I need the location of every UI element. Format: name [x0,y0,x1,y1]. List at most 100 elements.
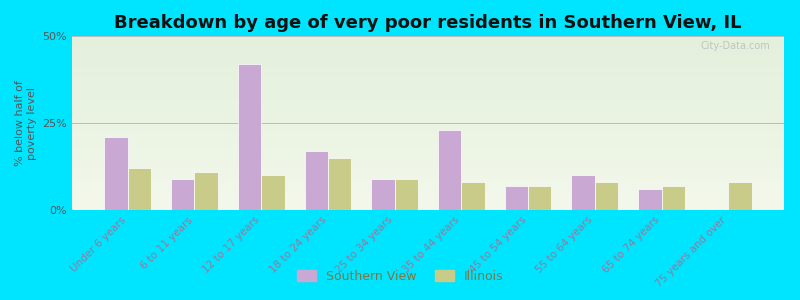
Bar [72,66,784,67]
Bar [72,36,784,38]
Bar [72,80,784,81]
Bar [72,111,784,112]
Bar [261,175,285,210]
Bar [72,177,784,179]
Bar [72,45,784,46]
Bar [194,172,218,210]
Bar [371,179,394,210]
Bar [72,154,784,156]
Bar [72,196,784,198]
Bar [72,161,784,163]
Bar [72,62,784,64]
Bar [72,41,784,43]
Bar [72,55,784,57]
Bar [72,130,784,132]
Bar [72,135,784,137]
Bar [72,88,784,90]
Bar [72,147,784,149]
Bar [72,48,784,50]
Bar [72,58,784,60]
Bar [72,90,784,92]
Bar [72,83,784,85]
Bar [72,93,784,95]
Bar [128,168,151,210]
Bar [72,97,784,99]
Bar [72,200,784,201]
Text: City-Data.com: City-Data.com [700,41,770,51]
Bar [72,158,784,160]
Bar [72,114,784,116]
Bar [72,186,784,188]
Y-axis label: % below half of
poverty level: % below half of poverty level [15,80,37,166]
Bar [72,112,784,114]
Bar [72,206,784,208]
Bar [72,53,784,55]
Bar [72,64,784,66]
Bar [462,182,485,210]
Bar [72,81,784,83]
Bar [72,107,784,109]
Bar [72,76,784,78]
Bar [72,50,784,52]
Bar [72,116,784,118]
Bar [72,163,784,165]
Bar [72,140,784,142]
Bar [72,125,784,127]
Title: Breakdown by age of very poor residents in Southern View, IL: Breakdown by age of very poor residents … [114,14,742,32]
Bar [72,38,784,40]
Bar [505,186,528,210]
Bar [72,137,784,139]
Bar [72,144,784,146]
Bar [595,182,618,210]
Bar [72,118,784,119]
Bar [72,73,784,74]
Bar [72,69,784,71]
Bar [72,208,784,210]
Bar [72,205,784,206]
Bar [528,186,551,210]
Bar [305,151,328,210]
Bar [72,179,784,180]
Bar [72,85,784,86]
Bar [72,102,784,104]
Bar [72,149,784,151]
Bar [72,52,784,53]
Bar [72,46,784,48]
Bar [72,100,784,102]
Bar [72,203,784,205]
Bar [72,74,784,76]
Bar [72,40,784,41]
Bar [72,128,784,130]
Bar [72,92,784,93]
Bar [72,201,784,203]
Bar [72,188,784,189]
Bar [662,186,685,210]
Bar [72,86,784,88]
Bar [72,127,784,128]
Bar [72,71,784,73]
Bar [72,119,784,121]
Bar [72,194,784,196]
Bar [72,132,784,134]
Bar [571,175,595,210]
Bar [72,60,784,62]
Bar [72,160,784,161]
Bar [328,158,351,210]
Bar [72,167,784,168]
Legend: Southern View, Illinois: Southern View, Illinois [292,265,508,288]
Bar [72,95,784,97]
Bar [72,156,784,158]
Bar [72,43,784,45]
Bar [72,67,784,69]
Bar [72,198,784,200]
Bar [72,139,784,140]
Bar [72,172,784,173]
Bar [438,130,462,210]
Bar [72,153,784,154]
Bar [72,184,784,186]
Bar [72,123,784,125]
Bar [72,78,784,80]
Bar [72,189,784,191]
Bar [72,170,784,172]
Bar [72,175,784,177]
